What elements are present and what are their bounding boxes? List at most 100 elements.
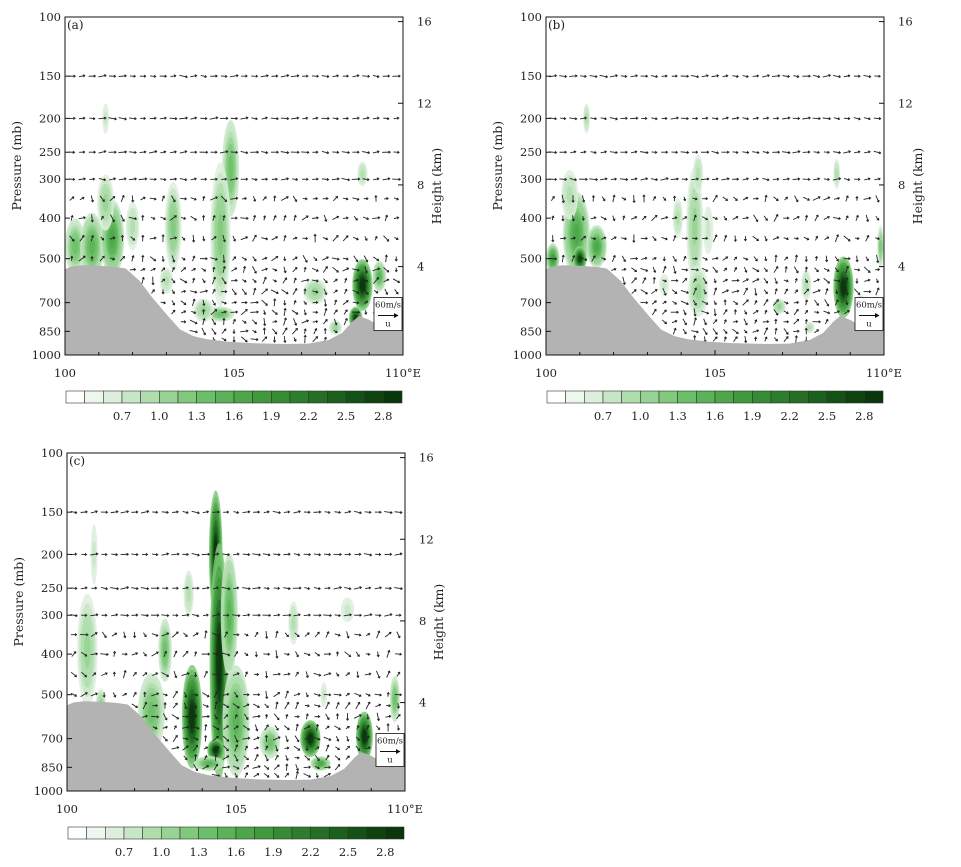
wind-arrow-head (866, 258, 869, 262)
wind-arrow-head (746, 299, 749, 302)
wind-arrow-head (755, 219, 759, 223)
wind-arrow-head (365, 259, 369, 263)
wind-arrow-head (267, 553, 271, 557)
wind-arrow (285, 690, 289, 699)
wind-arrow (680, 151, 689, 154)
wind-arrow (722, 256, 728, 261)
wind-arrow-head (766, 178, 770, 182)
wind-arrow-head (195, 330, 198, 334)
wind-arrow (753, 214, 759, 222)
wind-arrow (692, 299, 697, 306)
wind-arrow-head (124, 117, 127, 121)
wind-arrow (194, 754, 197, 761)
wind-arrow-head (257, 714, 261, 718)
wind-arrow (252, 195, 256, 202)
wind-arrow-head (115, 613, 119, 617)
wind-arrow (773, 309, 779, 316)
wind-arrow (254, 754, 259, 762)
wind-arrow (375, 614, 381, 617)
wind-arrow-head (177, 552, 180, 556)
wind-arrow-head (136, 586, 139, 591)
wind-arrow-head (385, 214, 389, 218)
wind-arrow-head (346, 300, 349, 303)
wind-arrow (171, 255, 175, 262)
wind-arrow (210, 309, 217, 316)
wind-arrow-head (594, 117, 598, 121)
wind-arrow-head (867, 177, 871, 181)
wind-arrow-head (131, 199, 135, 203)
wind-arrow (303, 773, 311, 778)
contour-blob (310, 756, 331, 771)
wind-arrow-head (308, 552, 312, 557)
wind-arrow-head (207, 652, 211, 656)
wind-arrow-head (215, 763, 219, 767)
wind-arrow-head (347, 755, 350, 759)
wind-arrow (193, 763, 198, 771)
wind-arrow-head (223, 328, 227, 332)
wind-arrow-head (105, 672, 108, 676)
wind-arrow-head (625, 150, 628, 154)
wind-arrow (322, 266, 328, 273)
wind-arrow (383, 278, 389, 283)
wind-arrow-head (374, 194, 378, 198)
wind-arrow (366, 735, 370, 742)
wind-arrow (231, 288, 237, 295)
wind-arrow (150, 268, 156, 272)
wind-arrow-head (384, 254, 388, 258)
wind-arrow-head (315, 150, 319, 154)
wind-arrow-head (364, 312, 368, 315)
wind-arrow-head (294, 199, 298, 203)
wind-arrow-head (307, 757, 310, 761)
wind-arrow (362, 117, 369, 120)
wind-arrow (383, 117, 389, 120)
wind-arrow-head (183, 302, 187, 305)
wind-arrow (682, 278, 687, 283)
wind-arrow (284, 702, 290, 710)
wind-arrow (120, 614, 129, 616)
wind-arrow-head (74, 633, 78, 637)
wind-arrow-head (705, 217, 709, 221)
contour-level (840, 279, 846, 295)
wind-arrow (209, 196, 218, 201)
contour-level (333, 325, 338, 330)
wind-arrow-head (215, 690, 219, 694)
wind-arrow-head (756, 177, 759, 181)
wind-arrow (233, 754, 239, 762)
wind-arrow (752, 235, 759, 241)
wind-arrow-head (274, 279, 277, 283)
wind-arrow-head (764, 238, 768, 242)
wind-arrow-head (564, 74, 568, 78)
wind-arrow-head (296, 739, 300, 743)
wind-arrow (272, 736, 281, 741)
wind-arrow-head (315, 290, 319, 294)
wind-arrow-head (605, 177, 608, 181)
colorbar-tick-label: 0.7 (115, 845, 133, 859)
wind-arrow-head (868, 290, 872, 294)
wind-arrow-head (174, 117, 178, 121)
wind-arrow (814, 214, 819, 222)
wind-arrow (599, 178, 608, 181)
wind-arrow (833, 197, 840, 200)
wind-arrow (323, 308, 327, 316)
wind-arrow (312, 290, 318, 293)
wind-arrow (209, 117, 218, 120)
wind-arrow (303, 652, 311, 656)
wind-arrow-head (867, 278, 871, 282)
wind-arrow (211, 632, 220, 637)
wind-arrow (591, 237, 596, 240)
contour-level (362, 730, 367, 743)
wind-arrow-head (206, 613, 209, 617)
wind-arrow-head (756, 329, 760, 333)
wind-arrow-head (388, 150, 391, 154)
wind-arrow (222, 703, 229, 708)
wind-arrow-head (286, 772, 289, 776)
wind-arrow (303, 309, 307, 315)
wind-arrow (304, 335, 306, 344)
wind-arrow-head (705, 269, 709, 272)
wind-arrow-head (838, 216, 841, 221)
wind-arrow-head (756, 150, 760, 155)
wind-arrow-head (102, 199, 105, 203)
wind-arrow (241, 256, 247, 261)
wind-vectors (68, 74, 402, 344)
wind-arrow-head (288, 586, 291, 591)
